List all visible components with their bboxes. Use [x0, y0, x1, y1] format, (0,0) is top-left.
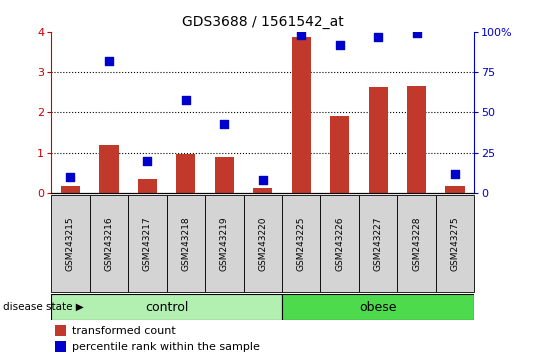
Text: disease state ▶: disease state ▶ [3, 302, 84, 312]
Text: GSM243225: GSM243225 [297, 216, 306, 270]
Point [451, 171, 459, 176]
Point [220, 121, 229, 126]
Text: GSM243219: GSM243219 [220, 216, 229, 271]
Text: GSM243216: GSM243216 [105, 216, 113, 271]
Bar [51, 294, 282, 320]
Bar [321, 195, 359, 292]
Bar [56, 341, 66, 353]
Text: GSM243217: GSM243217 [143, 216, 152, 271]
Text: GSM243228: GSM243228 [412, 216, 421, 270]
Bar [61, 186, 80, 193]
Bar [99, 144, 119, 193]
Bar [244, 195, 282, 292]
Text: transformed count: transformed count [72, 326, 176, 336]
Title: GDS3688 / 1561542_at: GDS3688 / 1561542_at [182, 16, 344, 29]
Text: GSM243226: GSM243226 [335, 216, 344, 270]
Text: GSM243215: GSM243215 [66, 216, 75, 271]
Bar [215, 158, 234, 193]
Bar [407, 86, 426, 193]
Text: obese: obese [360, 301, 397, 314]
Text: control: control [145, 301, 188, 314]
Bar [282, 195, 321, 292]
Point [335, 42, 344, 47]
Bar [282, 294, 474, 320]
Text: GSM243275: GSM243275 [451, 216, 460, 271]
Bar [292, 37, 311, 193]
Point [143, 158, 151, 164]
Bar [51, 195, 89, 292]
Bar [330, 116, 349, 193]
Text: GSM243227: GSM243227 [374, 216, 383, 270]
Bar [445, 186, 465, 193]
Bar [205, 195, 244, 292]
Bar [253, 188, 272, 193]
Bar [397, 195, 436, 292]
Text: GSM243218: GSM243218 [181, 216, 190, 271]
Point [182, 97, 190, 102]
Point [297, 32, 306, 38]
Bar [436, 195, 474, 292]
Bar [89, 195, 128, 292]
Bar [128, 195, 167, 292]
Text: percentile rank within the sample: percentile rank within the sample [72, 342, 260, 352]
Point [66, 174, 75, 180]
Bar [359, 195, 397, 292]
Point [374, 34, 383, 40]
Point [105, 58, 113, 64]
Text: GSM243220: GSM243220 [258, 216, 267, 270]
Point [412, 31, 421, 36]
Bar [138, 179, 157, 193]
Point [259, 177, 267, 183]
Bar [176, 154, 196, 193]
Bar [56, 325, 66, 336]
Bar [369, 87, 388, 193]
Bar [167, 195, 205, 292]
